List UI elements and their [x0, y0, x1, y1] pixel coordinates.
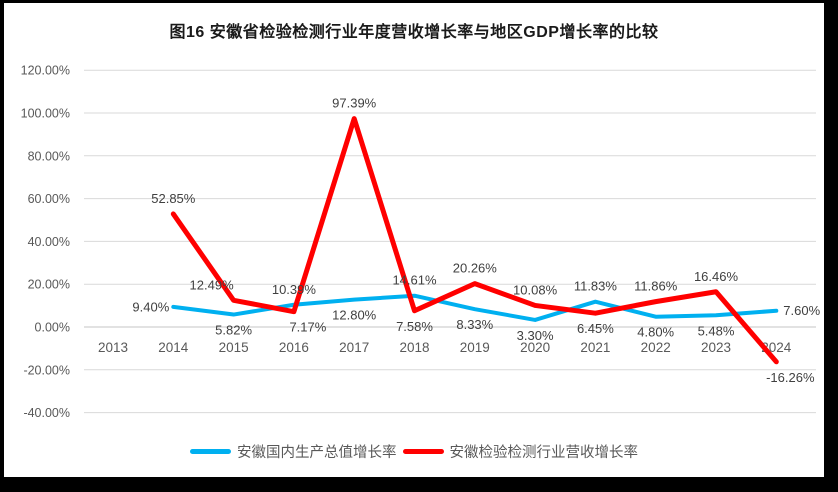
- y-axis-tick-label: 60.00%: [28, 192, 70, 206]
- revenue-legend-label: 安徽检验检测行业营收增长率: [449, 445, 639, 461]
- gdp-data-label: 14.61%: [392, 273, 437, 288]
- chart-legend: 安徽国内生产总值增长率 安徽检验检测行业营收增长率: [4, 441, 824, 462]
- y-axis-tick-label: -20.00%: [23, 363, 70, 377]
- chart-background: [4, 3, 824, 477]
- y-axis-tick-label: 100.00%: [21, 107, 70, 121]
- gdp-line-swatch: [190, 449, 231, 454]
- y-axis-tick-label: 120.00%: [21, 64, 70, 78]
- x-axis-tick-label: 2013: [98, 340, 128, 355]
- revenue-data-label: 97.39%: [332, 96, 377, 111]
- gdp-data-label: 5.82%: [215, 323, 252, 338]
- revenue-data-label: -16.26%: [766, 370, 815, 385]
- gdp-data-label: 10.39%: [272, 282, 317, 297]
- y-axis-tick-label: -40.00%: [23, 406, 70, 420]
- legend-item-revenue: 安徽检验检测行业营收增长率: [402, 441, 639, 462]
- revenue-data-label: 7.17%: [289, 320, 326, 335]
- revenue-data-label: 20.26%: [453, 261, 498, 276]
- gdp-data-label: 11.83%: [574, 279, 618, 294]
- y-axis-tick-label: 0.00%: [35, 321, 70, 335]
- revenue-data-label: 52.85%: [151, 191, 196, 206]
- x-axis-tick-label: 2015: [219, 340, 249, 355]
- revenue-data-label: 11.86%: [634, 279, 678, 294]
- revenue-data-label: 7.58%: [396, 319, 433, 334]
- y-axis-tick-label: 40.00%: [28, 235, 70, 249]
- revenue-data-label: 6.45%: [577, 321, 614, 336]
- revenue-data-label: 16.46%: [694, 269, 739, 284]
- gdp-data-label: 5.48%: [698, 323, 735, 338]
- x-axis-tick-label: 2022: [641, 340, 671, 355]
- legend-item-gdp: 安徽国内生产总值增长率: [190, 441, 397, 462]
- x-axis-tick-label: 2023: [701, 340, 731, 355]
- gdp-data-label: 3.30%: [517, 328, 554, 343]
- chart-title: 图16 安徽省检验检测行业年度营收增长率与地区GDP增长率的比较: [169, 24, 659, 41]
- revenue-data-label: 12.49%: [190, 277, 235, 292]
- x-axis-tick-label: 2018: [399, 340, 429, 355]
- gdp-data-label: 12.80%: [332, 308, 377, 323]
- x-axis-tick-label: 2019: [460, 340, 490, 355]
- gdp-legend-label: 安徽国内生产总值增长率: [237, 445, 397, 461]
- y-axis-tick-label: 80.00%: [28, 149, 70, 163]
- revenue-data-label: 10.08%: [513, 282, 558, 297]
- revenue-line-swatch: [402, 449, 444, 454]
- x-axis-tick-label: 2014: [158, 340, 189, 355]
- x-axis-tick-label: 2021: [580, 340, 610, 355]
- revenue-growth-line: [170, 116, 779, 365]
- gdp-data-label: 4.80%: [637, 325, 674, 340]
- y-axis-tick-label: 20.00%: [28, 278, 70, 292]
- x-axis-tick-label: 2016: [279, 340, 309, 355]
- x-axis-tick-label: 2020: [520, 340, 550, 355]
- gdp-data-label: 9.40%: [132, 299, 169, 314]
- gdp-data-label: 7.60%: [783, 303, 820, 318]
- x-axis-tick-label: 2017: [339, 340, 369, 355]
- gdp-data-label: 8.33%: [456, 317, 493, 332]
